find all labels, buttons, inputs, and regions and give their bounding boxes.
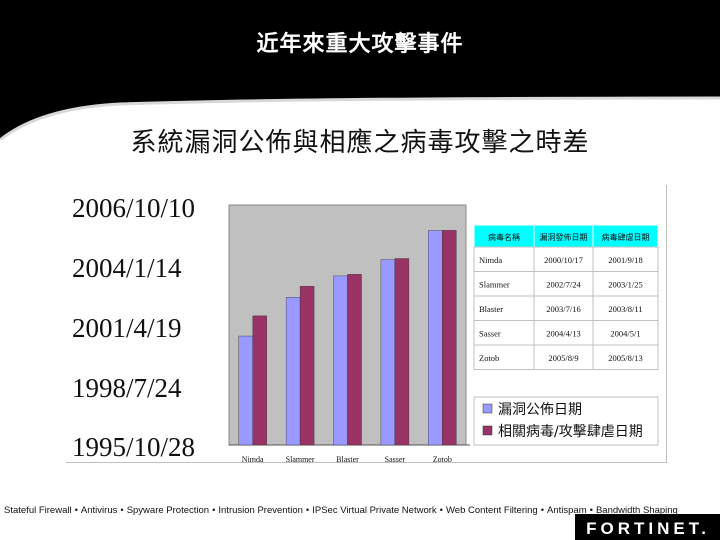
slide-title: 近年來重大攻擊事件 bbox=[256, 32, 464, 57]
table-cell-text: 2000/10/17 bbox=[544, 255, 583, 265]
legend-box bbox=[473, 396, 659, 446]
bar-slammer-series-2 bbox=[299, 286, 315, 446]
fortinet-logo: FORTINET. bbox=[586, 519, 710, 538]
table-cell-text: 2002/7/24 bbox=[546, 280, 581, 290]
table-cell-text: Sasser bbox=[479, 329, 501, 339]
feature-item: Antivirus bbox=[80, 505, 118, 516]
table-cell-text: 2001/9/18 bbox=[608, 255, 642, 265]
x-tick-label: Slammer bbox=[286, 455, 315, 464]
table-cell-text: Zotob bbox=[479, 353, 499, 363]
feature-item: Antispam bbox=[547, 505, 587, 516]
feature-item: Spyware Protection bbox=[126, 505, 210, 516]
feature-item: IPSec Virtual Private Network bbox=[312, 505, 437, 516]
table-cell-text: 2004/4/13 bbox=[546, 329, 580, 339]
legend-label: 漏洞公佈日期 bbox=[498, 401, 582, 418]
feature-separator: • bbox=[540, 505, 545, 516]
feature-item: Bandwidth Shaping bbox=[595, 505, 678, 516]
table-cell bbox=[473, 320, 535, 346]
feature-item: Stateful Firewall bbox=[4, 505, 72, 516]
feature-separator: • bbox=[120, 505, 124, 516]
table-header-label: 漏洞發佈日期 bbox=[540, 232, 588, 242]
feature-separator: • bbox=[589, 505, 593, 516]
y-tick-label: 2001/4/19 bbox=[72, 313, 182, 343]
table-cell-text: 2005/8/13 bbox=[608, 353, 642, 363]
bar-nimda-series-1 bbox=[238, 335, 253, 446]
bar-blaster-series-1 bbox=[333, 275, 348, 446]
x-tick-label: Nimda bbox=[242, 455, 264, 464]
y-tick-label: 1995/10/28 bbox=[72, 432, 196, 462]
bar-slammer-series-1 bbox=[285, 297, 301, 446]
header-bar bbox=[0, 0, 720, 92]
bar-nimda-series-2 bbox=[252, 315, 267, 446]
x-tick-label: Zotob bbox=[433, 455, 452, 464]
table-cell bbox=[533, 246, 594, 272]
y-tick-label: 1998/7/24 bbox=[72, 373, 182, 403]
y-tick-label: 2004/1/14 bbox=[72, 253, 182, 283]
table-cell-text: 2003/7/16 bbox=[546, 304, 580, 314]
legend-swatch bbox=[482, 425, 493, 436]
table-cell-text: Blaster bbox=[479, 304, 503, 314]
table-cell bbox=[533, 271, 594, 297]
bar-sasser-series-2 bbox=[394, 258, 410, 446]
table-cell-text: Nimda bbox=[479, 255, 502, 265]
logo-background bbox=[575, 514, 720, 540]
table-header-label: 病毒名稱 bbox=[488, 232, 520, 242]
feature-separator: • bbox=[212, 505, 216, 516]
table-cell-text: Slammer bbox=[479, 280, 510, 290]
feature-item: Web Content Filtering bbox=[445, 505, 538, 516]
bar-sasser-series-1 bbox=[380, 259, 396, 446]
bar-zotob-series-1 bbox=[428, 230, 443, 446]
x-tick-label: Blaster bbox=[336, 455, 359, 464]
chart-title: 系統漏洞公佈與相應之病毒攻擊之時差 bbox=[130, 128, 590, 158]
table-cell bbox=[592, 295, 659, 321]
table-cell bbox=[473, 271, 535, 297]
table-cell-text: 2003/8/11 bbox=[608, 304, 642, 314]
legend-swatch bbox=[482, 403, 493, 414]
feature-list: Stateful Firewall • Antivirus • Spyware Prot… bbox=[4, 505, 716, 516]
feature-separator: • bbox=[439, 505, 443, 516]
y-tick-label: 2006/10/10 bbox=[72, 193, 196, 223]
x-tick-label: Sasser bbox=[385, 455, 406, 464]
table-cell bbox=[592, 320, 659, 346]
table-header-label: 病毒肆虐日期 bbox=[602, 232, 650, 242]
bar-blaster-series-2 bbox=[347, 274, 362, 446]
feature-item: Intrusion Prevention bbox=[218, 505, 303, 516]
bar-zotob-series-2 bbox=[442, 230, 457, 446]
feature-separator: • bbox=[305, 505, 310, 516]
header-curve bbox=[0, 92, 720, 140]
legend-label: 相關病毒/攻擊肆虐日期 bbox=[498, 423, 643, 440]
chart-panel bbox=[66, 185, 667, 463]
feature-separator: • bbox=[74, 505, 78, 516]
table-cell-text: 2005/8/9 bbox=[548, 353, 578, 363]
table-cell-text: 2004/5/1 bbox=[610, 329, 640, 339]
table-cell bbox=[592, 344, 659, 370]
table-cell bbox=[592, 271, 659, 297]
table-cell-text: 2003/1/25 bbox=[608, 280, 642, 290]
